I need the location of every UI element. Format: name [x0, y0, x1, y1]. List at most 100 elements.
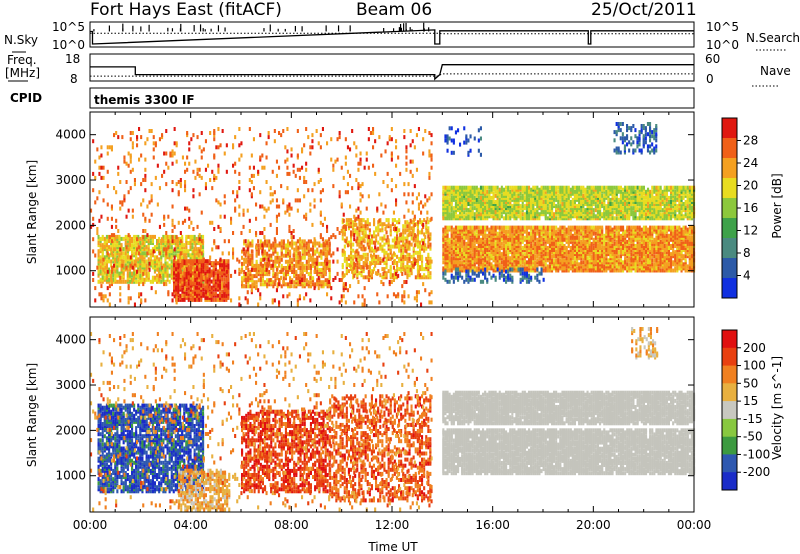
- data-cell: [213, 129, 216, 133]
- data-cell: [582, 185, 585, 190]
- data-cell: [135, 263, 138, 268]
- data-cell: [192, 194, 195, 199]
- data-cell: [225, 285, 228, 290]
- data-cell: [515, 216, 518, 221]
- cpid-panel-frame: [89, 87, 695, 109]
- data-cell: [361, 247, 364, 252]
- data-cell: [257, 263, 260, 268]
- data-cell: [200, 251, 203, 256]
- data-cell: [214, 275, 217, 280]
- data-cell: [291, 257, 294, 262]
- data-cell: [261, 278, 264, 283]
- data-cell: [192, 227, 195, 231]
- data-cell: [141, 277, 144, 282]
- data-cell: [444, 185, 447, 190]
- data-cell: [179, 182, 182, 187]
- data-cell: [661, 189, 664, 194]
- data-cell: [167, 290, 170, 295]
- data-cell: [264, 282, 267, 287]
- data-cell: [230, 216, 233, 221]
- data-cell: [123, 194, 126, 199]
- data-cell: [366, 240, 369, 245]
- data-cell: [184, 206, 187, 211]
- data-cell: [309, 298, 312, 303]
- data-cell: [609, 197, 612, 202]
- data-cell: [594, 204, 597, 209]
- data-cell: [272, 268, 275, 272]
- data-cell: [247, 241, 250, 246]
- data-cell: [219, 283, 222, 288]
- data-cell: [357, 167, 360, 172]
- data-cell: [211, 261, 214, 266]
- data-cell: [282, 245, 285, 250]
- data-cell: [175, 241, 178, 246]
- data-cell: [343, 250, 346, 255]
- data-cell: [263, 214, 266, 219]
- data-cell: [366, 218, 369, 223]
- data-cell: [607, 185, 610, 190]
- data-cell: [366, 252, 369, 257]
- data-cell: [303, 276, 306, 281]
- data-cell: [297, 282, 300, 287]
- data-cell: [265, 141, 268, 146]
- data-cell: [259, 204, 262, 209]
- data-cell: [252, 137, 255, 142]
- data-cell: [261, 153, 264, 158]
- data-cell: [255, 286, 258, 291]
- data-cell: [173, 294, 176, 299]
- data-cell: [430, 300, 433, 305]
- data-cell: [559, 185, 562, 190]
- data-cell: [183, 289, 186, 294]
- data-cell: [202, 257, 205, 262]
- data-cell: [298, 167, 301, 172]
- data-cell: [119, 206, 122, 211]
- data-cell: [171, 204, 174, 209]
- data-cell: [467, 185, 470, 190]
- data-cell: [401, 298, 404, 303]
- data-cell: [99, 243, 102, 248]
- data-cell: [384, 149, 387, 154]
- data-cell: [133, 178, 136, 182]
- data-cell: [521, 216, 524, 221]
- data-cell: [321, 237, 324, 242]
- data-cell: [173, 141, 176, 146]
- data-cell: [259, 133, 262, 138]
- freq-tick-top-left: 18: [65, 52, 80, 66]
- data-cell: [278, 278, 281, 282]
- data-cell: [356, 236, 359, 241]
- data-cell: [398, 244, 401, 249]
- data-cell: [257, 251, 260, 256]
- data-cell: [166, 263, 169, 268]
- data-cell: [479, 195, 482, 200]
- data-cell: [322, 247, 325, 252]
- data-cell: [307, 253, 310, 258]
- data-cell: [301, 147, 304, 152]
- data-cell: [110, 145, 113, 150]
- data-cell: [289, 253, 292, 258]
- data-cell: [402, 250, 405, 255]
- data-cell: [209, 273, 212, 278]
- data-cell: [146, 137, 149, 142]
- data-cell: [196, 265, 199, 270]
- data-cell: [273, 273, 276, 278]
- data-cell: [477, 195, 480, 200]
- data-cell: [170, 263, 173, 268]
- data-cell: [632, 185, 635, 190]
- data-cell: [206, 269, 209, 274]
- data-cell: [167, 214, 170, 219]
- data-cell: [278, 300, 281, 305]
- freq-series-0: [90, 64, 694, 81]
- data-cell: [405, 145, 408, 150]
- data-cell: [163, 263, 166, 268]
- data-cell: [295, 270, 298, 274]
- data-cell: [219, 143, 222, 148]
- data-cell: [288, 202, 291, 207]
- data-cell: [318, 272, 321, 277]
- data-cell: [382, 180, 385, 184]
- data-cell: [265, 208, 268, 213]
- data-cell: [217, 224, 220, 229]
- data-cell: [179, 263, 182, 268]
- data-cell: [377, 232, 380, 237]
- data-cell: [427, 240, 430, 245]
- data-cell: [346, 243, 349, 248]
